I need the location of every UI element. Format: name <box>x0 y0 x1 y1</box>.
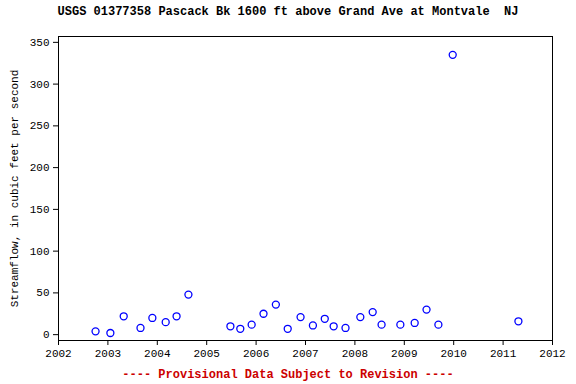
svg-text:0: 0 <box>43 329 50 341</box>
svg-text:200: 200 <box>30 162 50 174</box>
svg-text:2011: 2011 <box>490 348 517 360</box>
svg-text:2007: 2007 <box>292 348 318 360</box>
svg-text:2002: 2002 <box>45 348 71 360</box>
svg-text:50: 50 <box>36 287 49 299</box>
svg-text:2006: 2006 <box>243 348 269 360</box>
svg-text:300: 300 <box>30 79 50 91</box>
svg-text:350: 350 <box>30 37 50 49</box>
svg-text:2010: 2010 <box>440 348 466 360</box>
svg-text:2012: 2012 <box>539 348 565 360</box>
svg-text:100: 100 <box>30 246 50 258</box>
svg-text:2004: 2004 <box>144 348 171 360</box>
svg-text:2005: 2005 <box>193 348 219 360</box>
svg-text:150: 150 <box>30 204 50 216</box>
html-text:USGS 01377358 Pascack Bk 1600: USGS 01377358 Pascack Bk 1600 ft above G… <box>57 5 519 19</box>
svg-text:250: 250 <box>30 120 50 132</box>
svg-text:2009: 2009 <box>391 348 417 360</box>
svg-text:Streamflow, in cubic feet per: Streamflow, in cubic feet per second <box>9 70 21 308</box>
svg-text:2008: 2008 <box>342 348 368 360</box>
html-text:---- Provisional Data Subject: ---- Provisional Data Subject to Revisio… <box>122 368 454 382</box>
svg-text:2003: 2003 <box>95 348 121 360</box>
